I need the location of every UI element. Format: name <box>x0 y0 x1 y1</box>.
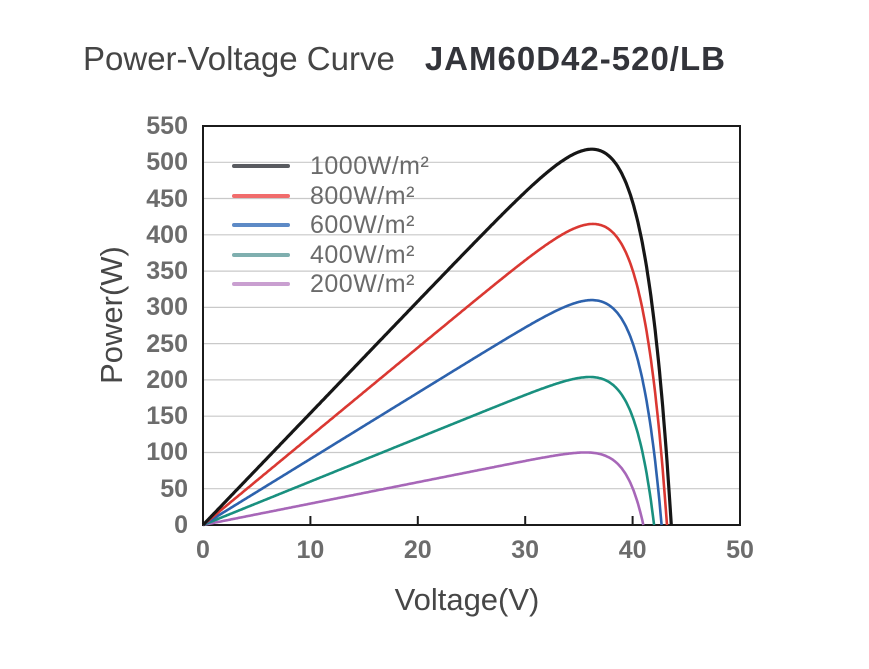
legend-label: 200W/m² <box>310 270 415 298</box>
y-tick-label-250: 250 <box>146 329 188 358</box>
x-tick-label-50: 50 <box>726 536 754 564</box>
legend-item-600wm2: 600W/m² <box>232 211 415 239</box>
y-tick-label-400: 400 <box>146 220 188 249</box>
curve-600wm2 <box>202 298 663 527</box>
curve-800wm2 <box>202 222 669 527</box>
legend-line-icon <box>232 223 290 227</box>
y-tick-label-0: 0 <box>174 511 188 539</box>
legend-item-1000wm2: 1000W/m² <box>232 152 429 180</box>
x-tick-label-0: 0 <box>196 536 210 564</box>
curve-400wm2 <box>202 375 656 527</box>
legend-line-icon <box>232 252 290 257</box>
legend-line-icon <box>232 282 290 286</box>
chart-title-main: Power-Voltage Curve <box>83 40 395 77</box>
legend-label: 800W/m² <box>310 181 415 210</box>
y-tick-label-500: 500 <box>146 148 188 177</box>
x-tick-label-10: 10 <box>296 536 325 564</box>
x-tick-label-30: 30 <box>511 536 540 564</box>
legend-item-200wm2: 200W/m² <box>232 270 415 298</box>
legend-item-400wm2: 400W/m² <box>232 241 415 269</box>
chart-title: Power-Voltage Curve JAM60D42-520/LB <box>83 40 726 78</box>
y-tick-label-150: 150 <box>146 402 188 431</box>
y-tick-label-300: 300 <box>146 293 188 322</box>
legend-label: 400W/m² <box>310 240 415 269</box>
x-tick-label-40: 40 <box>618 536 647 564</box>
x-tick-label-20: 20 <box>403 536 432 564</box>
y-tick-label-100: 100 <box>146 438 188 467</box>
curve-200wm2 <box>202 451 645 527</box>
legend-line-icon <box>232 164 290 168</box>
legend-line-icon <box>232 193 290 198</box>
y-tick-label-350: 350 <box>146 257 188 286</box>
y-tick-label-200: 200 <box>146 365 188 394</box>
legend-label: 600W/m² <box>310 211 415 239</box>
curve-1000wm2 <box>201 147 673 527</box>
x-axis-title: Voltage(V) <box>394 582 540 617</box>
y-tick-label-550: 550 <box>146 112 188 140</box>
y-tick-label-50: 50 <box>160 474 188 503</box>
legend-item-800wm2: 800W/m² <box>232 182 415 210</box>
legend-label: 1000W/m² <box>310 152 430 180</box>
y-tick-label-450: 450 <box>146 184 188 213</box>
module-model-number: JAM60D42-520/LB <box>424 40 726 77</box>
plot-border <box>202 125 741 526</box>
